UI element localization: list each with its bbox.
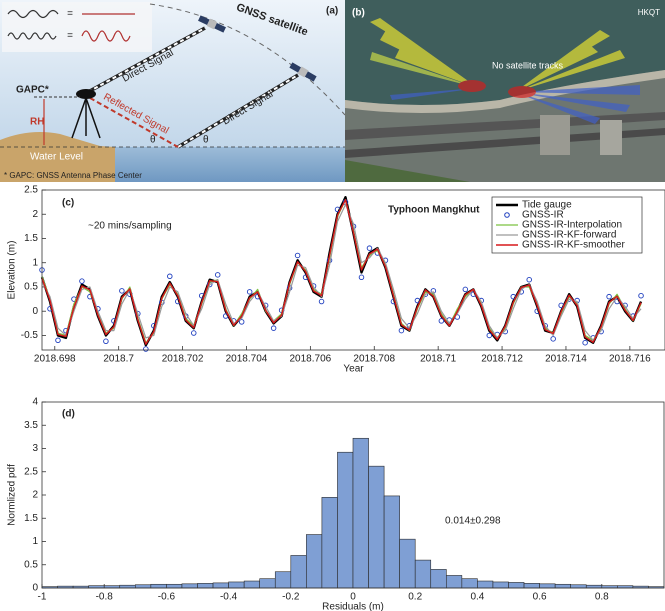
y-tick-label: 2.5 <box>24 466 38 477</box>
x-tick-label: 0.6 <box>533 592 547 603</box>
photo-building <box>600 120 622 155</box>
y-tick-label: 2.5 <box>24 185 38 196</box>
x-tick-label: -0.6 <box>158 592 176 603</box>
histogram-bar <box>586 585 602 588</box>
y-tick-label: 0.5 <box>24 559 38 570</box>
page: {"panel_a": {"label": "(a)", "satellite_… <box>0 0 665 611</box>
y-tick-label: 1 <box>32 257 38 268</box>
annotation: Typhoon Mangkhut <box>388 205 480 216</box>
x-axis-label: Residuals (m) <box>322 602 384 611</box>
y-tick-label: 1 <box>32 536 38 547</box>
histogram-bar <box>415 560 431 588</box>
histogram-bar <box>198 583 214 588</box>
histogram-bar <box>369 466 385 588</box>
x-tick-label: 0.8 <box>595 592 609 603</box>
x-tick-label: -1 <box>38 592 47 603</box>
histogram-bar <box>229 582 245 588</box>
histogram-bar <box>120 585 136 588</box>
x-tick-label: 0.4 <box>470 592 484 603</box>
panel-label: (b) <box>352 8 365 19</box>
panel-b: No satellite tracks (b) HKQT <box>345 0 665 182</box>
histogram-bar <box>477 581 493 588</box>
photo-annotation: No satellite tracks <box>492 60 564 70</box>
x-tick-label: 2018.716 <box>609 354 651 365</box>
station-label: HKQT <box>638 8 660 17</box>
x-tick-label: 2018.706 <box>290 354 332 365</box>
photo-building <box>540 115 570 155</box>
histogram-bar <box>322 497 338 588</box>
histogram-bar <box>353 438 369 588</box>
x-tick-label: 2018.704 <box>226 354 268 365</box>
x-tick-label: -0.4 <box>220 592 238 603</box>
histogram-bar <box>306 535 322 588</box>
y-tick-label: 0.5 <box>24 282 38 293</box>
y-tick-label: 0 <box>32 583 38 594</box>
x-tick-label: -0.2 <box>282 592 300 603</box>
histogram-bar <box>446 575 462 588</box>
panel-label: (a) <box>326 6 338 17</box>
x-tick-label: 2018.712 <box>481 354 523 365</box>
y-tick-label: -0.5 <box>21 330 39 341</box>
panel-label: (d) <box>62 409 75 420</box>
x-tick-label: 2018.71 <box>420 354 457 365</box>
figure: = = GAPC* RH Water Level * GAPC: GNSS An… <box>0 0 665 611</box>
histogram-bar <box>337 452 353 588</box>
histogram-bar <box>493 582 509 588</box>
wave-legend-box <box>2 2 152 52</box>
y-axis-label: Elevation (m) <box>7 241 18 300</box>
x-tick-label: 2018.714 <box>545 354 587 365</box>
legend-label: GNSS-IR-KF-smoother <box>522 240 625 251</box>
histogram-bar <box>431 569 447 588</box>
y-tick-label: 0 <box>32 306 38 317</box>
histogram-bar <box>135 585 151 588</box>
x-tick-label: 2018.698 <box>34 354 76 365</box>
histogram-bar <box>213 583 229 588</box>
histogram-bar <box>462 579 478 588</box>
y-axis-label: Normlized pdf <box>7 464 18 526</box>
footnote: * GAPC: GNSS Antenna Phase Center <box>4 171 142 180</box>
histogram-bar <box>400 539 416 588</box>
water-level-label: Water Level <box>30 152 83 163</box>
equals-sign: = <box>67 9 73 20</box>
histogram-bar <box>555 584 571 588</box>
rh-label: RH <box>30 117 44 128</box>
histogram-bar <box>151 584 167 588</box>
histogram-bar <box>291 555 307 588</box>
y-tick-label: 2 <box>32 209 38 220</box>
y-tick-label: 4 <box>32 397 38 408</box>
panel-a: = = GAPC* RH Water Level * GAPC: GNSS An… <box>0 0 345 182</box>
histogram-bar <box>166 584 182 588</box>
y-tick-label: 1.5 <box>24 233 38 244</box>
histogram-bar <box>182 584 198 588</box>
y-tick-label: 2 <box>32 490 38 501</box>
y-tick-label: 3 <box>32 443 38 454</box>
y-tick-label: 1.5 <box>24 513 38 524</box>
histogram-bar <box>275 572 291 588</box>
annotation: 0.014±0.298 <box>445 516 501 527</box>
panel-label: (c) <box>62 198 74 209</box>
histogram-bar <box>524 583 540 588</box>
annotation: ~20 mins/sampling <box>88 221 172 232</box>
histogram-bar <box>260 579 276 588</box>
x-tick-label: 0.2 <box>408 592 422 603</box>
angle-label: θ <box>203 135 209 146</box>
histogram-bar <box>509 582 525 588</box>
histogram-bar <box>244 581 260 588</box>
histogram-bar <box>540 584 556 588</box>
equals-sign: = <box>67 31 73 42</box>
x-tick-label: 2018.7 <box>103 354 134 365</box>
gapc-label: GAPC* <box>16 85 49 96</box>
angle-label: θ <box>150 135 156 146</box>
y-tick-label: 3.5 <box>24 420 38 431</box>
histogram-bar <box>571 585 587 588</box>
x-tick-label: -0.8 <box>96 592 114 603</box>
x-axis-label: Year <box>343 364 364 375</box>
histogram-bar <box>384 496 400 588</box>
x-tick-label: 2018.702 <box>162 354 204 365</box>
